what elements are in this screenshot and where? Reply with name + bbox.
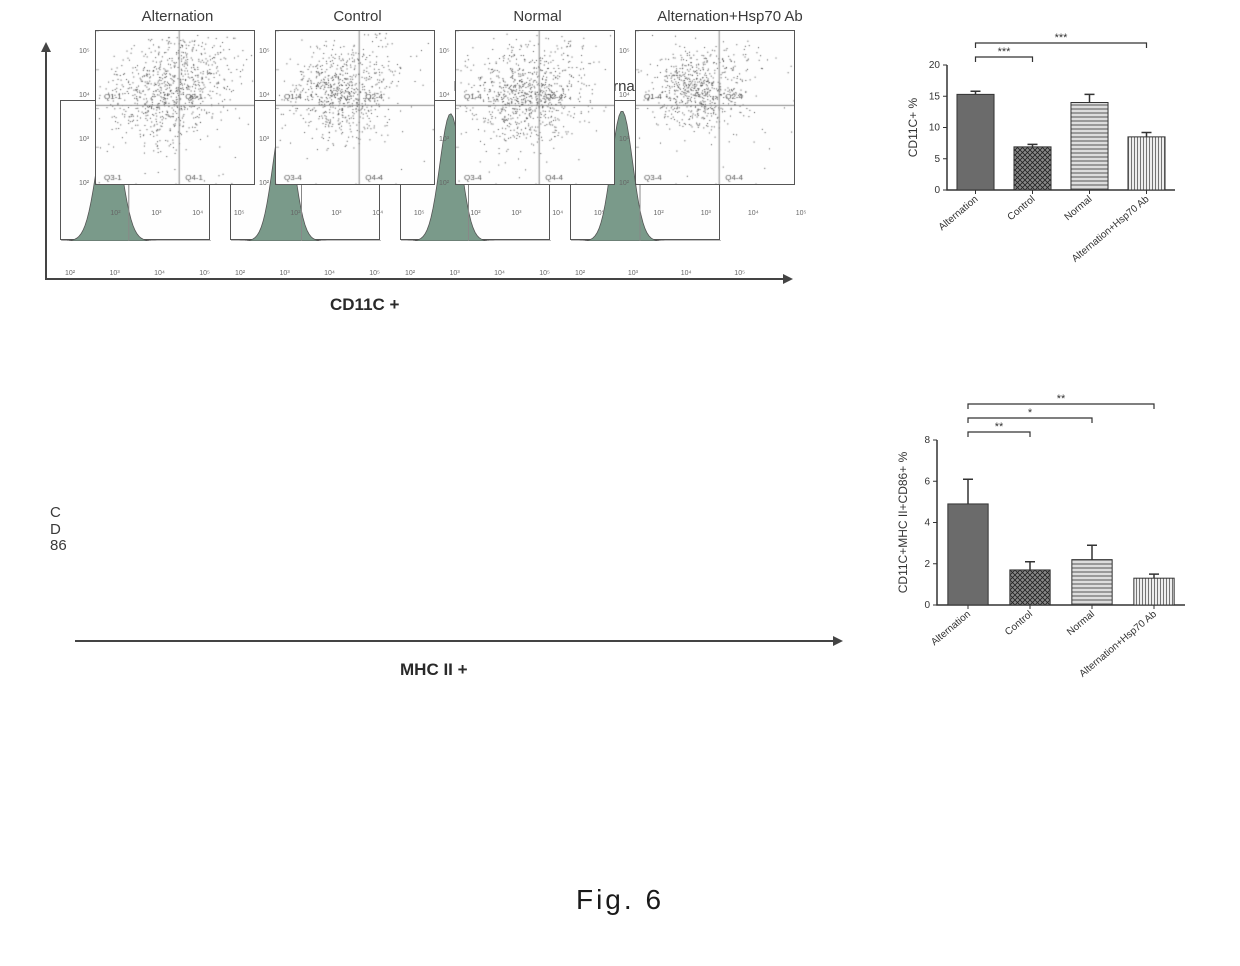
svg-text:0: 0: [934, 185, 940, 196]
histogram-xticks: 10²10³10⁴10⁵: [570, 270, 750, 277]
scatter-yticks: 10⁵10⁴10³10²: [439, 30, 450, 205]
svg-text:6: 6: [924, 476, 930, 487]
scatter-title: Alternation+Hsp70 Ab: [635, 8, 825, 25]
scatter-title: Control: [275, 8, 440, 25]
top-x-axis-label: CD11C +: [330, 295, 399, 315]
scatter-canvas: [636, 31, 795, 185]
scatter-plot: [95, 30, 255, 185]
scatter-title: Alternation: [95, 8, 260, 25]
bottom-bar-chart: 0 2 4 6 8 CD11C+MHC II+CD86+ % Alternation Cont…: [895, 390, 1195, 700]
svg-text:CD11C+ %: CD11C+ %: [906, 97, 920, 157]
top-y-axis-arrow: [45, 50, 47, 280]
scatter-canvas: [456, 31, 615, 185]
svg-text:Alternation: Alternation: [929, 609, 973, 648]
top-x-axis-arrow: [45, 278, 785, 280]
svg-text:4: 4: [924, 518, 930, 529]
svg-text:*: *: [1028, 407, 1033, 419]
svg-text:***: ***: [998, 46, 1012, 58]
scatter-row: Alternation 10²10³10⁴10⁵ 10⁵10⁴10³10² Co…: [95, 30, 840, 205]
scatter-canvas: [96, 31, 255, 185]
svg-text:8: 8: [924, 435, 930, 446]
scatter-yticks: 10⁵10⁴10³10²: [259, 30, 270, 205]
scatter-xticks: 10²10³10⁴10⁵: [95, 210, 260, 217]
histogram-xticks: 10²10³10⁴10⁵: [230, 270, 385, 277]
svg-text:5: 5: [934, 154, 940, 165]
svg-text:***: ***: [1055, 32, 1069, 44]
cd86-axis-label: CD86: [50, 505, 65, 555]
scatter-canvas: [276, 31, 435, 185]
top-bar-chart: 0 5 10 15 20 CD11C+ % Alternation Control Normal…: [905, 15, 1185, 285]
scatter-plot: [275, 30, 435, 185]
svg-text:0: 0: [924, 600, 930, 611]
scatter-plot: [635, 30, 795, 185]
svg-text:10: 10: [929, 123, 941, 134]
bottom-x-axis-arrow: [75, 640, 835, 642]
scatter-panel: Alternation 10²10³10⁴10⁵ 10⁵10⁴10³10²: [95, 30, 260, 205]
svg-text:Normal: Normal: [1063, 194, 1095, 223]
svg-text:20: 20: [929, 60, 941, 71]
scatter-yticks: 10⁵10⁴10³10²: [79, 30, 90, 205]
figure-caption: Fig. 6: [0, 884, 1240, 916]
scatter-panel: Normal 10²10³10⁴10⁵ 10⁵10⁴10³10²: [455, 30, 620, 205]
scatter-plot: [455, 30, 615, 185]
top-bar-chart-svg: 0 5 10 15 20 CD11C+ % Alternation Control Normal…: [905, 15, 1185, 285]
scatter-xticks: 10²10³10⁴10⁵: [455, 210, 620, 217]
svg-text:15: 15: [929, 91, 941, 102]
svg-text:Control: Control: [1006, 194, 1038, 223]
scatter-xticks: 10²10³10⁴10⁵: [275, 210, 440, 217]
scatter-panel: Control 10²10³10⁴10⁵ 10⁵10⁴10³10²: [275, 30, 440, 205]
scatter-yticks: 10⁵10⁴10³10²: [619, 30, 630, 205]
svg-text:Normal: Normal: [1065, 609, 1097, 638]
histogram-xticks: 10²10³10⁴10⁵: [400, 270, 555, 277]
svg-text:Alternation: Alternation: [937, 194, 981, 233]
histogram-xticks: 10²10³10⁴10⁵: [60, 270, 215, 277]
bottom-x-axis-label: MHC II +: [400, 660, 468, 680]
svg-text:**: **: [995, 421, 1004, 433]
scatter-panel: Alternation+Hsp70 Ab 10²10³10⁴10⁵ 10⁵10⁴…: [635, 30, 825, 205]
svg-text:CD11C+MHC II+CD86+ %: CD11C+MHC II+CD86+ %: [896, 451, 910, 593]
svg-text:2: 2: [924, 559, 930, 570]
scatter-title: Normal: [455, 8, 620, 25]
scatter-xticks: 10²10³10⁴10⁵: [635, 210, 825, 217]
svg-text:Control: Control: [1003, 609, 1035, 638]
bottom-bar-chart-svg: 0 2 4 6 8 CD11C+MHC II+CD86+ % Alternation Cont…: [895, 390, 1195, 700]
svg-text:**: **: [1057, 393, 1066, 405]
